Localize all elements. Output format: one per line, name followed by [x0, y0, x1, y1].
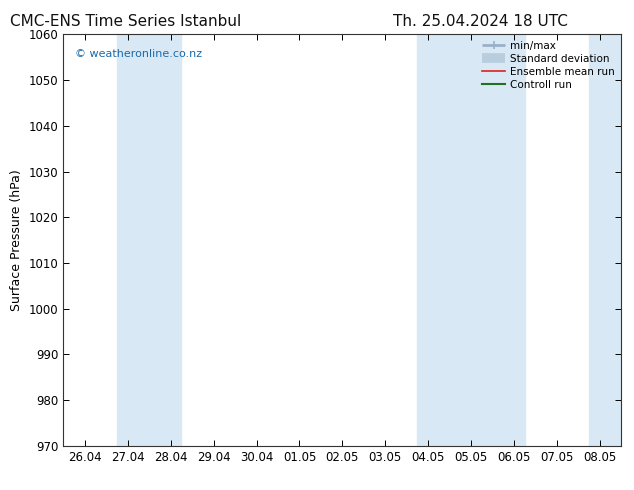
Text: Th. 25.04.2024 18 UTC: Th. 25.04.2024 18 UTC — [393, 14, 568, 29]
Y-axis label: Surface Pressure (hPa): Surface Pressure (hPa) — [10, 169, 23, 311]
Text: © weatheronline.co.nz: © weatheronline.co.nz — [75, 49, 202, 59]
Legend: min/max, Standard deviation, Ensemble mean run, Controll run: min/max, Standard deviation, Ensemble me… — [478, 36, 619, 94]
Bar — [417, 34, 525, 446]
Bar — [589, 34, 621, 446]
Text: CMC-ENS Time Series Istanbul: CMC-ENS Time Series Istanbul — [10, 14, 241, 29]
Bar — [117, 34, 181, 446]
